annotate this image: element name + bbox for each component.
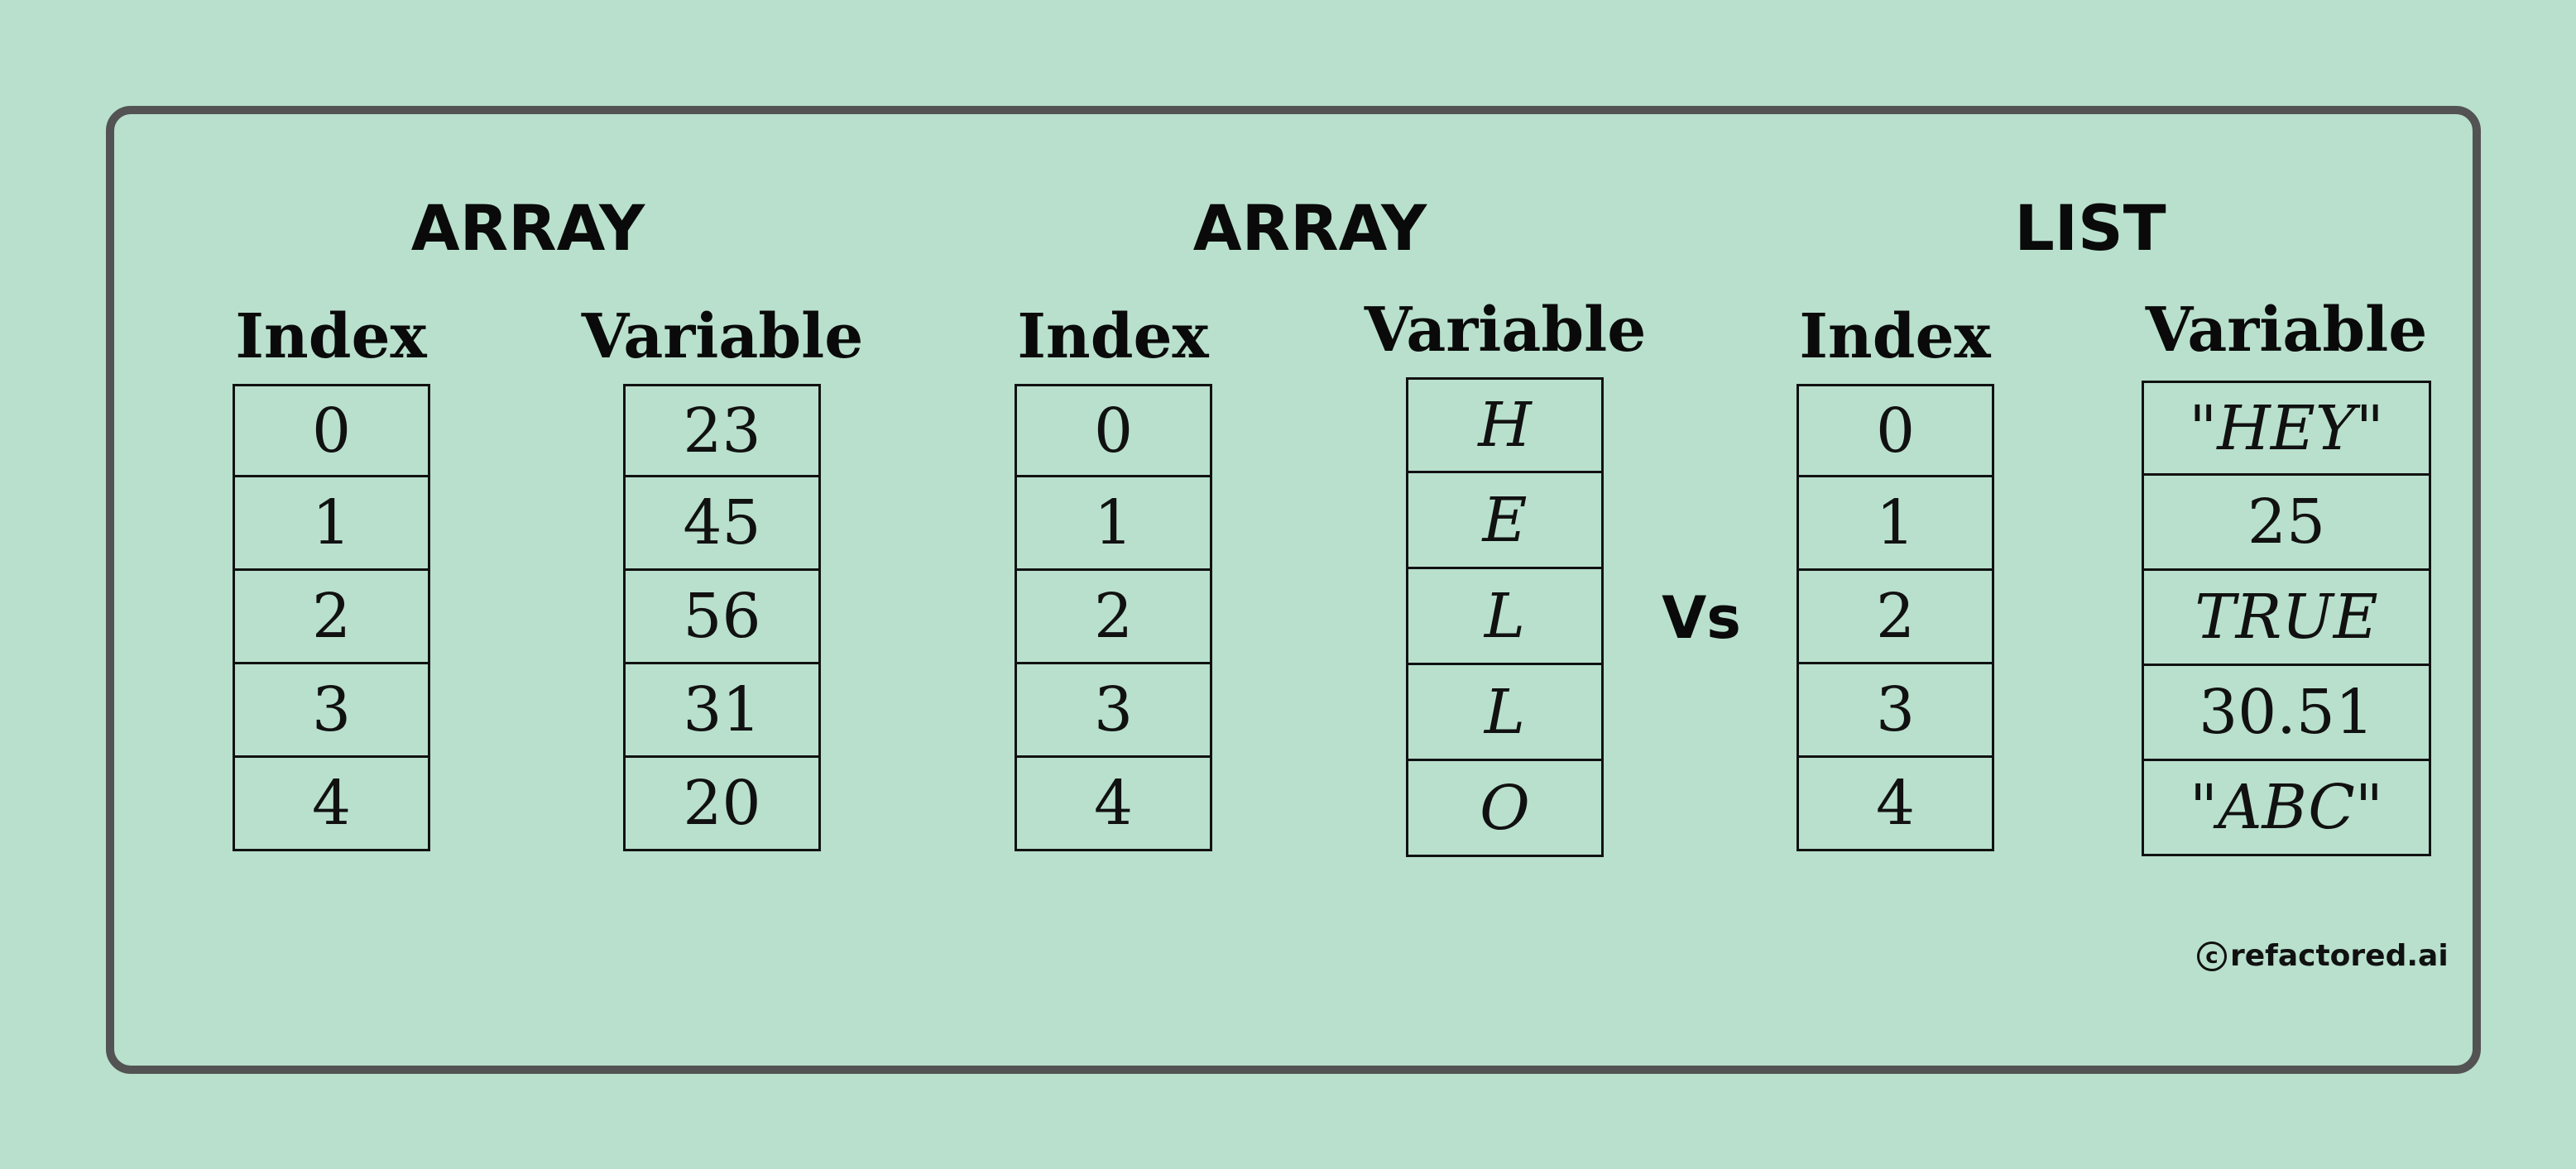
variable-cell: 56 [623, 571, 821, 664]
panel-1-variable-column: 23 45 56 31 20 [623, 384, 821, 851]
index-cell: 2 [1796, 571, 1994, 664]
variable-cell: 25 [2142, 476, 2431, 571]
variable-cell: L [1406, 569, 1604, 665]
index-cell: 3 [1015, 664, 1212, 758]
variable-cell: H [1406, 377, 1604, 473]
index-cell: 2 [1015, 571, 1212, 664]
index-cell: 0 [1015, 384, 1212, 477]
variable-cell: 31 [623, 664, 821, 758]
index-cell: 3 [233, 664, 430, 758]
panel-3-index-column: 0 1 2 3 4 [1796, 384, 1994, 851]
vs-label: Vs [1662, 584, 1741, 652]
index-cell: 0 [1796, 384, 1994, 477]
index-cell: 4 [1796, 758, 1994, 851]
credit: c refactored.ai [2197, 939, 2449, 973]
panel-3-index-header: Index [1799, 301, 1991, 372]
panel-2-variable-header: Variable [1364, 295, 1647, 366]
panel-3-variable-column: "HEY" 25 TRUE 30.51 "ABC" [2142, 381, 2431, 856]
diagram-frame [106, 106, 2481, 1074]
variable-cell: 23 [623, 384, 821, 477]
variable-cell: E [1406, 473, 1604, 569]
variable-cell: 20 [623, 758, 821, 851]
panel-3-title: LIST [2014, 191, 2166, 265]
variable-cell: TRUE [2142, 571, 2431, 666]
panel-2-variable-column: H E L L O [1406, 377, 1604, 857]
index-cell: 1 [1015, 477, 1212, 571]
variable-cell: L [1406, 665, 1604, 761]
index-cell: 3 [1796, 664, 1994, 758]
index-cell: 1 [1796, 477, 1994, 571]
index-cell: 1 [233, 477, 430, 571]
variable-cell: 30.51 [2142, 666, 2431, 761]
panel-1-index-header: Index [235, 301, 427, 372]
panel-1-variable-header: Variable [581, 301, 864, 372]
variable-cell: 45 [623, 477, 821, 571]
index-cell: 4 [1015, 758, 1212, 851]
variable-cell: "ABC" [2142, 761, 2431, 856]
variable-cell: "HEY" [2142, 381, 2431, 476]
panel-1-title: ARRAY [410, 191, 645, 265]
panel-2-index-column: 0 1 2 3 4 [1015, 384, 1212, 851]
panel-2-title: ARRAY [1192, 191, 1427, 265]
copyright-icon: c [2197, 941, 2227, 971]
variable-cell: O [1406, 761, 1604, 857]
index-cell: 2 [233, 571, 430, 664]
panel-1-index-column: 0 1 2 3 4 [233, 384, 430, 851]
panel-3-variable-header: Variable [2145, 295, 2428, 366]
index-cell: 4 [233, 758, 430, 851]
credit-text: refactored.ai [2230, 939, 2449, 973]
index-cell: 0 [233, 384, 430, 477]
panel-2-index-header: Index [1017, 301, 1209, 372]
